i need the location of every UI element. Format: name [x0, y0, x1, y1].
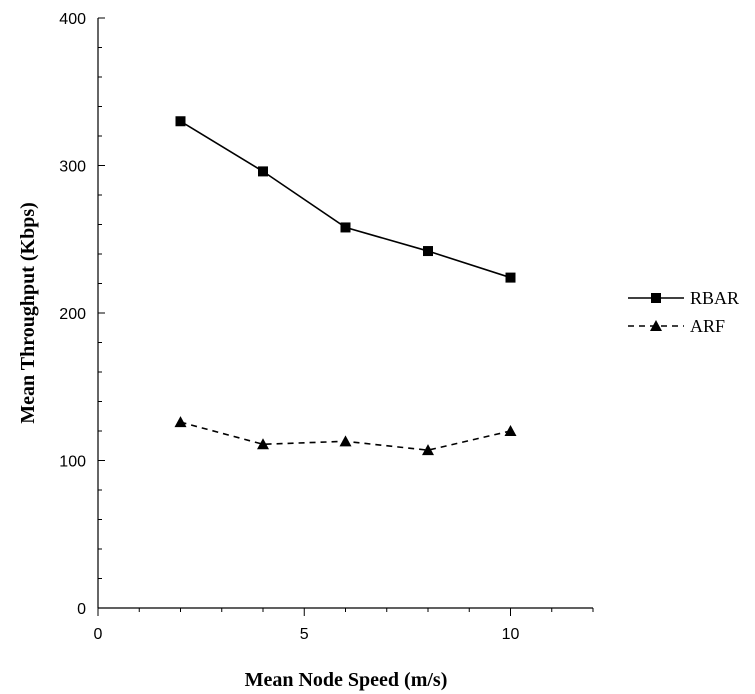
ticks: 0 100 200 300 400 0 5 10	[59, 11, 594, 643]
legend-label-arf: ARF	[690, 316, 725, 336]
legend-item-rbar: RBAR	[628, 288, 739, 308]
data-point-arf	[504, 425, 517, 436]
x-axis-title: Mean Node Speed (m/s)	[245, 669, 448, 691]
y-tick-label: 300	[59, 159, 86, 176]
x-tick-label: 5	[300, 626, 309, 643]
legend-label-rbar: RBAR	[690, 288, 739, 308]
x-tick-label: 0	[94, 626, 103, 643]
x-tick-label: 10	[502, 626, 520, 643]
series-line-rbar	[180, 120, 511, 279]
data-point-rbar	[175, 116, 186, 127]
legend-marker-arf	[650, 320, 662, 331]
data-point-rbar	[505, 272, 516, 283]
data-point-rbar	[340, 222, 351, 233]
y-tick-label: 200	[59, 306, 86, 323]
legend-marker-rbar	[651, 293, 661, 303]
y-tick-label: 0	[77, 601, 86, 618]
data-point-arf	[174, 416, 187, 428]
data-point-arf	[257, 438, 269, 450]
data-point-rbar	[258, 166, 268, 177]
data-point-arf	[339, 435, 352, 447]
data-point-rbar	[423, 246, 433, 257]
legend-item-arf: ARF	[628, 316, 725, 336]
series-rbar	[175, 116, 516, 283]
axes	[97, 18, 593, 609]
y-tick-label: 400	[59, 11, 86, 28]
series-layer	[174, 116, 517, 456]
y-tick-label: 100	[59, 454, 86, 471]
series-arf	[174, 416, 517, 456]
legend: RBAR ARF	[628, 288, 739, 336]
data-point-arf	[422, 444, 434, 456]
y-axis-title: Mean Throughput (Kbps)	[17, 202, 39, 424]
